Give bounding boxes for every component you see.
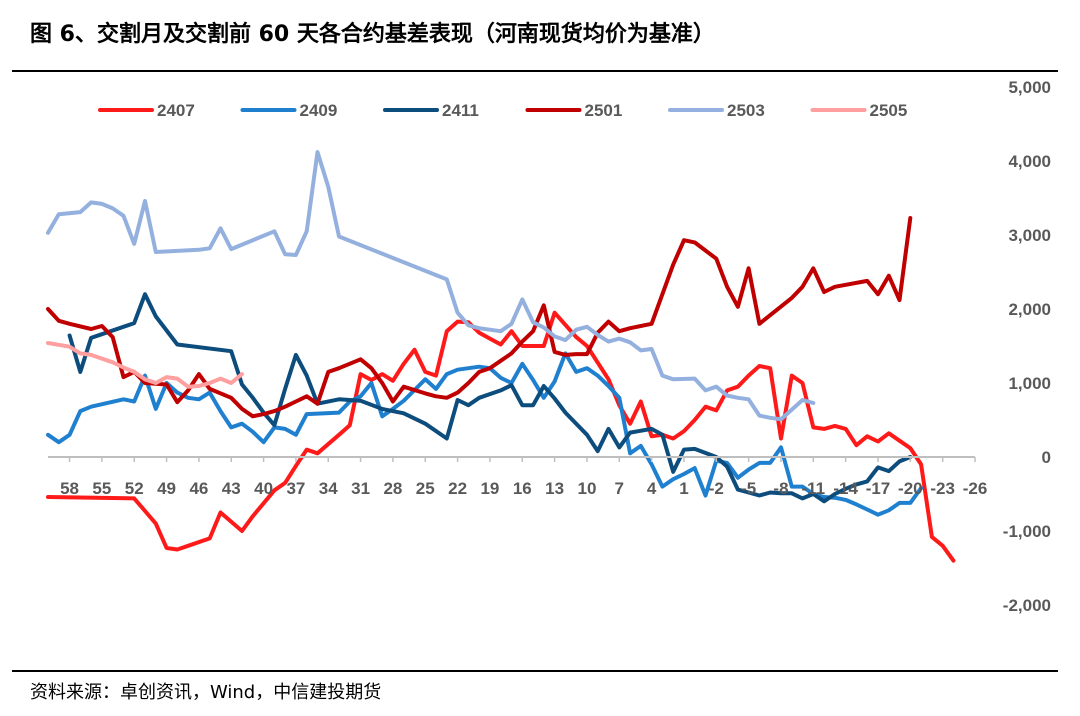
x-tick-label: 43 <box>222 479 241 498</box>
x-tick-label: 19 <box>480 479 499 498</box>
x-tick-label: -20 <box>898 479 923 498</box>
y-tick-label: -1,000 <box>1003 522 1051 541</box>
x-tick-label: 55 <box>92 479 111 498</box>
series-line-2505 <box>46 341 244 389</box>
x-tick-label: -2 <box>709 479 724 498</box>
legend-label-2501: 2501 <box>585 101 623 120</box>
x-tick-label: 28 <box>383 479 402 498</box>
legend-label-2503: 2503 <box>727 101 765 120</box>
x-axis <box>48 456 976 462</box>
x-tick-label: -5 <box>741 479 756 498</box>
x-tick-label: 22 <box>448 479 467 498</box>
top-rule <box>12 70 1058 72</box>
y-tick-label: 2,000 <box>1008 300 1051 319</box>
x-tick-label: 37 <box>286 479 305 498</box>
y-tick-label: 4,000 <box>1008 152 1051 171</box>
x-tick-label: -23 <box>930 479 955 498</box>
y-tick-labels: 5,000 4,000 3,000 2,000 1,000 0 -1,000 -2,000 <box>1003 78 1051 615</box>
series-line-2407 <box>46 310 956 563</box>
x-tick-label: 1 <box>679 479 688 498</box>
x-tick-label: 25 <box>416 479 435 498</box>
x-tick-labels: 58 55 52 49 46 43 40 37 34 31 28 25 22 19 16 13 10 7 4 1 -2-… <box>60 479 987 498</box>
y-tick-label: 5,000 <box>1008 78 1051 97</box>
legend-label-2409: 2409 <box>300 101 338 120</box>
bottom-rule <box>12 670 1058 672</box>
legend: 2407 2409 2411 2501 2503 2505 <box>98 101 908 120</box>
x-tick-label: 58 <box>60 479 79 498</box>
legend-label-2505: 2505 <box>870 101 908 120</box>
x-tick-label: -17 <box>866 479 891 498</box>
x-tick-label: 10 <box>577 479 596 498</box>
x-tick-label: 31 <box>351 479 370 498</box>
x-tick-label: 46 <box>189 479 208 498</box>
series-line-2503 <box>46 150 816 422</box>
x-tick-label: -8 <box>773 479 788 498</box>
x-tick-label: 34 <box>319 479 338 498</box>
y-tick-label: 0 <box>1042 448 1051 467</box>
x-tick-label: -26 <box>963 479 988 498</box>
legend-label-2407: 2407 <box>157 101 195 120</box>
series-line-2409 <box>46 351 924 517</box>
chart-title: 图 6、交割月及交割前 60 天各合约基差表现（河南现货均价为基准） <box>30 22 715 47</box>
x-tick-label: 4 <box>647 479 657 498</box>
x-tick-label: -14 <box>833 479 858 498</box>
x-tick-label: 13 <box>545 479 564 498</box>
x-tick-label: 7 <box>615 479 624 498</box>
series-line-2411 <box>67 292 913 504</box>
y-tick-label: -2,000 <box>1003 596 1051 615</box>
x-tick-label: 52 <box>125 479 144 498</box>
x-tick-label: 49 <box>157 479 176 498</box>
x-tick-label: -11 <box>801 479 825 498</box>
source-note: 资料来源：卓创资讯，Wind，中信建投期货 <box>30 682 382 703</box>
x-tick-label: 16 <box>513 479 532 498</box>
x-tick-label: 40 <box>254 479 273 498</box>
y-tick-label: 3,000 <box>1008 226 1051 245</box>
series-line-2501 <box>46 216 913 419</box>
series-lines <box>46 150 956 563</box>
legend-label-2411: 2411 <box>442 101 479 120</box>
y-tick-label: 1,000 <box>1008 374 1051 393</box>
